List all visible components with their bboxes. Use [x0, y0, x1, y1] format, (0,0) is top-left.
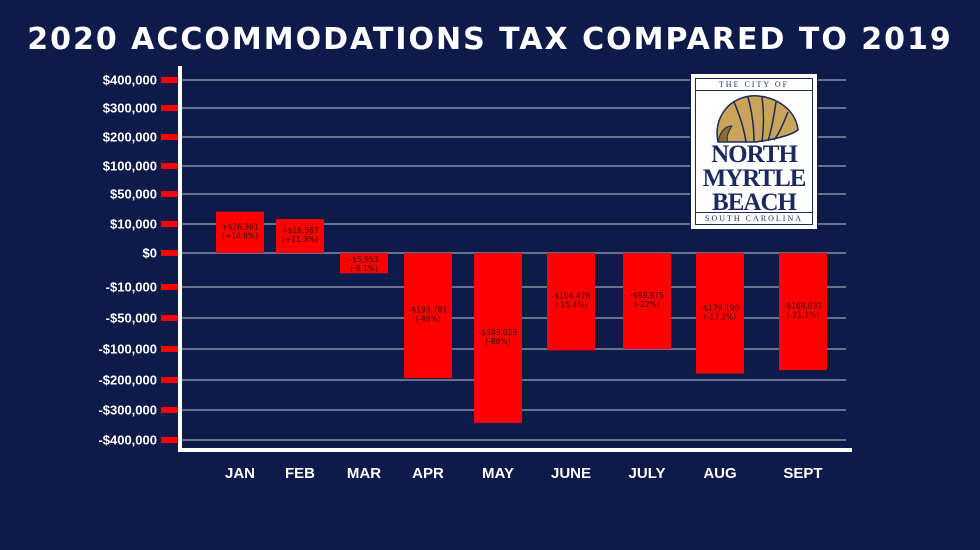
y-tick-marker — [161, 284, 178, 290]
x-tick-label: SEPT — [783, 465, 822, 482]
city-logo: THE CITY OF NORTH MYRTLE BEACH SOUTH CAR… — [690, 73, 818, 230]
x-axis: JAN FEB MAR APR MAY JUNE JULY AUG SEPT — [178, 448, 852, 482]
data-label: (-88%) — [485, 337, 510, 346]
logo-name-line: BEACH — [712, 189, 797, 216]
y-axis: $400,000 $300,000 $200,000 $100,000 $50,000 $… — [98, 66, 182, 450]
data-labels: +$26,361(+14.8%)+$16,567(+11.3%)-$5,953(… — [221, 222, 822, 346]
data-label: (-15.4%) — [555, 301, 587, 310]
y-tick-label: -$200,000 — [98, 373, 157, 388]
x-tick-label: JAN — [225, 465, 255, 482]
x-tick-label: JULY — [629, 465, 666, 482]
logo-name-line: MYRTLE — [702, 165, 807, 192]
data-label: (-8.1%) — [350, 264, 378, 273]
data-label: -$168,031 — [784, 302, 823, 311]
y-tick-marker — [161, 134, 178, 140]
data-label: -$99,975 — [630, 291, 664, 300]
bar — [216, 211, 264, 253]
logo-name-line: NORTH — [711, 141, 798, 168]
y-tick-marker — [161, 105, 178, 111]
data-label: -$104,476 — [552, 292, 591, 301]
y-tick-marker — [161, 346, 178, 352]
x-tick-label: MAR — [347, 465, 381, 482]
bars — [216, 211, 827, 423]
bar — [547, 253, 595, 351]
y-tick-marker — [161, 191, 178, 197]
y-tick-label: -$10,000 — [106, 280, 157, 295]
bar — [623, 253, 671, 349]
logo-name: NORTH MYRTLE BEACH — [696, 141, 812, 216]
y-tick-label: -$100,000 — [98, 342, 157, 357]
bar — [696, 253, 744, 374]
y-tick-label: $200,000 — [103, 130, 157, 145]
y-tick-marker — [161, 163, 178, 169]
bar — [340, 253, 388, 274]
x-tick-label: JUNE — [551, 465, 591, 482]
y-tick-label: -$50,000 — [106, 311, 157, 326]
y-tick-marker — [161, 77, 178, 83]
bar — [474, 253, 522, 423]
y-tick-label: $0 — [143, 246, 157, 261]
data-label: +$26,361 — [221, 222, 259, 231]
y-tick-marker — [161, 221, 178, 227]
y-tick-marker — [161, 407, 178, 413]
y-tick-label: $400,000 — [103, 73, 157, 88]
y-tick-label: $100,000 — [103, 159, 157, 174]
y-tick-marker — [161, 437, 178, 443]
data-label: (-17.2%) — [704, 312, 736, 321]
bar — [779, 253, 827, 371]
x-tick-label: FEB — [285, 465, 315, 482]
y-tick-label: -$300,000 — [98, 403, 157, 418]
data-label: +$16,567 — [281, 226, 319, 235]
x-tick-label: APR — [412, 465, 444, 482]
y-tick-marker — [161, 250, 178, 256]
logo-top-text: THE CITY OF — [696, 80, 812, 91]
data-label: (-22%) — [634, 300, 659, 309]
data-label: -$179,190 — [701, 303, 740, 312]
chart-title: 2020 ACCOMMODATIONS TAX COMPARED TO 2019 — [27, 22, 953, 57]
x-tick-label: MAY — [482, 465, 514, 482]
bar — [404, 253, 452, 379]
data-label: -$5,953 — [350, 255, 379, 264]
data-label: (+14.8%) — [222, 231, 258, 240]
seashell-icon — [716, 95, 799, 143]
y-tick-label: $50,000 — [110, 187, 157, 202]
data-label: (-21.1%) — [787, 311, 819, 320]
y-tick-marker — [161, 377, 178, 383]
logo-bottom-text: SOUTH CAROLINA — [696, 212, 812, 223]
y-tick-label: $10,000 — [110, 217, 157, 232]
data-label: -$193,781 — [409, 306, 448, 315]
y-tick-marker — [161, 315, 178, 321]
bar — [276, 219, 324, 253]
data-label: (-49%) — [415, 315, 440, 324]
data-label: -$343,029 — [479, 328, 518, 337]
data-label: (+11.3%) — [282, 235, 318, 244]
x-tick-label: AUG — [703, 465, 736, 482]
y-tick-label: $300,000 — [103, 101, 157, 116]
y-tick-label: -$400,000 — [98, 433, 157, 448]
